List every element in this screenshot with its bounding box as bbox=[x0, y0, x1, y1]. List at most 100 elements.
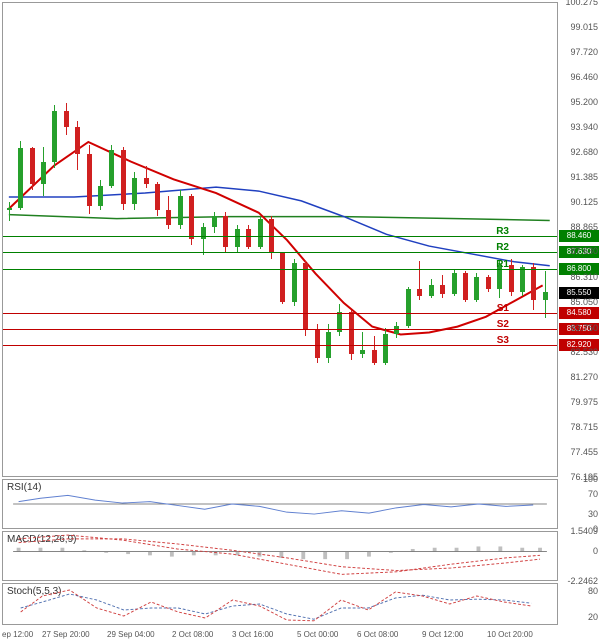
candle bbox=[531, 3, 536, 478]
candle bbox=[463, 3, 468, 478]
y-tick: 96.460 bbox=[570, 72, 598, 82]
candle bbox=[326, 3, 331, 478]
candle bbox=[223, 3, 228, 478]
price-chart-panel[interactable]: R388.460R287.630R186.800S184.580S283.750… bbox=[2, 2, 558, 477]
candle bbox=[440, 3, 445, 478]
macd-y-axis: 1.54090-2.2462 bbox=[559, 531, 600, 581]
x-tick: 10 Oct 20:00 bbox=[487, 630, 533, 639]
y-tick: 90.125 bbox=[570, 197, 598, 207]
level-label-s1: S1 bbox=[497, 303, 509, 314]
candle bbox=[155, 3, 160, 478]
candle bbox=[87, 3, 92, 478]
candle bbox=[474, 3, 479, 478]
stoch-y-axis: 80 20 bbox=[559, 583, 600, 625]
x-tick: ep 12:00 bbox=[2, 630, 33, 639]
stoch-y-tick: 20 bbox=[588, 612, 598, 622]
candle bbox=[201, 3, 206, 478]
y-tick: 99.015 bbox=[570, 22, 598, 32]
y-tick: 77.455 bbox=[570, 447, 598, 457]
candle bbox=[109, 3, 114, 478]
y-tick: 83.750 bbox=[570, 323, 598, 333]
level-label-s3: S3 bbox=[497, 335, 509, 346]
candle bbox=[337, 3, 342, 478]
candle bbox=[52, 3, 57, 478]
level-line-r2 bbox=[3, 252, 557, 253]
level-label-r2: R2 bbox=[496, 242, 509, 253]
candle bbox=[132, 3, 137, 478]
candle bbox=[258, 3, 263, 478]
level-line-s1 bbox=[3, 313, 557, 314]
x-tick: 2 Oct 08:00 bbox=[172, 630, 213, 639]
rsi-panel[interactable]: RSI(14) bbox=[2, 479, 558, 529]
x-tick: 5 Oct 00:00 bbox=[297, 630, 338, 639]
y-tick: 88.865 bbox=[570, 222, 598, 232]
candle bbox=[543, 3, 548, 478]
y-tick: 97.720 bbox=[570, 47, 598, 57]
level-label-r3: R3 bbox=[496, 226, 509, 237]
y-tick: 85.050 bbox=[570, 297, 598, 307]
y-tick: 95.200 bbox=[570, 97, 598, 107]
candle bbox=[429, 3, 434, 478]
level-line-s3 bbox=[3, 345, 557, 346]
x-tick: 27 Sep 20:00 bbox=[42, 630, 90, 639]
level-line-r3 bbox=[3, 236, 557, 237]
macd-svg bbox=[3, 532, 557, 580]
macd-y-tick: 0 bbox=[593, 546, 598, 556]
y-tick: 93.940 bbox=[570, 122, 598, 132]
rsi-y-axis: 10070300 bbox=[559, 479, 600, 529]
y-tick: 81.270 bbox=[570, 372, 598, 382]
y-tick: 86.310 bbox=[570, 272, 598, 282]
stoch-y-tick: 80 bbox=[588, 586, 598, 596]
candle bbox=[452, 3, 457, 478]
candle bbox=[18, 3, 23, 478]
y-tick: 78.715 bbox=[570, 422, 598, 432]
candle bbox=[166, 3, 171, 478]
level-line-r1 bbox=[3, 269, 557, 270]
x-tick: 3 Oct 16:00 bbox=[232, 630, 273, 639]
y-tick: 87.630 bbox=[570, 246, 598, 256]
level-label-s2: S2 bbox=[497, 319, 509, 330]
candle bbox=[417, 3, 422, 478]
candle bbox=[64, 3, 69, 478]
candle bbox=[406, 3, 411, 478]
candle bbox=[497, 3, 502, 478]
rsi-svg bbox=[3, 480, 557, 528]
candle bbox=[189, 3, 194, 478]
x-tick: 9 Oct 12:00 bbox=[422, 630, 463, 639]
candle bbox=[246, 3, 251, 478]
rsi-y-tick: 100 bbox=[583, 474, 598, 484]
candle bbox=[486, 3, 491, 478]
candle bbox=[303, 3, 308, 478]
y-tick: 91.385 bbox=[570, 172, 598, 182]
candle bbox=[280, 3, 285, 478]
x-tick: 29 Sep 04:00 bbox=[107, 630, 155, 639]
candle bbox=[235, 3, 240, 478]
candle bbox=[41, 3, 46, 478]
y-tick: 100.275 bbox=[565, 0, 598, 7]
y-tick: 92.680 bbox=[570, 147, 598, 157]
chart-container: R388.460R287.630R186.800S184.580S283.750… bbox=[0, 0, 600, 641]
candle bbox=[98, 3, 103, 478]
candle bbox=[121, 3, 126, 478]
rsi-y-tick: 30 bbox=[588, 509, 598, 519]
rsi-y-tick: 70 bbox=[588, 489, 598, 499]
time-x-axis: ep 12:00 27 Sep 20:00 29 Sep 04:00 2 Oct 08… bbox=[2, 626, 558, 641]
level-line-s2 bbox=[3, 329, 557, 330]
candle bbox=[178, 3, 183, 478]
candle bbox=[383, 3, 388, 478]
candle bbox=[509, 3, 514, 478]
candle bbox=[349, 3, 354, 478]
macd-panel[interactable]: MACD(12,26,9) bbox=[2, 531, 558, 581]
candle bbox=[520, 3, 525, 478]
candle bbox=[7, 3, 12, 478]
candle bbox=[144, 3, 149, 478]
y-tick: 79.975 bbox=[570, 397, 598, 407]
level-label-r1: R1 bbox=[496, 259, 509, 270]
stoch-panel[interactable]: Stoch(5,5,3) bbox=[2, 583, 558, 625]
candle bbox=[394, 3, 399, 478]
candle bbox=[372, 3, 377, 478]
stoch-svg bbox=[3, 584, 557, 624]
x-tick: 6 Oct 08:00 bbox=[357, 630, 398, 639]
candle bbox=[75, 3, 80, 478]
candle bbox=[292, 3, 297, 478]
